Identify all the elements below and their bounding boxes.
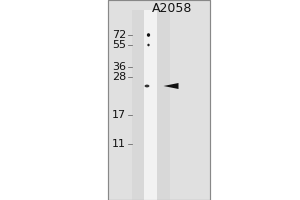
Text: 72: 72 [112, 30, 126, 40]
Text: 55: 55 [112, 40, 126, 50]
Ellipse shape [145, 85, 149, 87]
Bar [132, 10, 170, 200]
Text: A2058: A2058 [152, 2, 193, 16]
Ellipse shape [147, 44, 150, 46]
Bar [108, 0, 210, 200]
Text: 36: 36 [112, 62, 126, 72]
Text: 11: 11 [112, 139, 126, 149]
Ellipse shape [147, 33, 150, 37]
Text: 17: 17 [112, 110, 126, 120]
Bar [144, 10, 157, 200]
Polygon shape [164, 83, 178, 89]
Bar [108, 0, 210, 200]
Text: 28: 28 [112, 72, 126, 82]
